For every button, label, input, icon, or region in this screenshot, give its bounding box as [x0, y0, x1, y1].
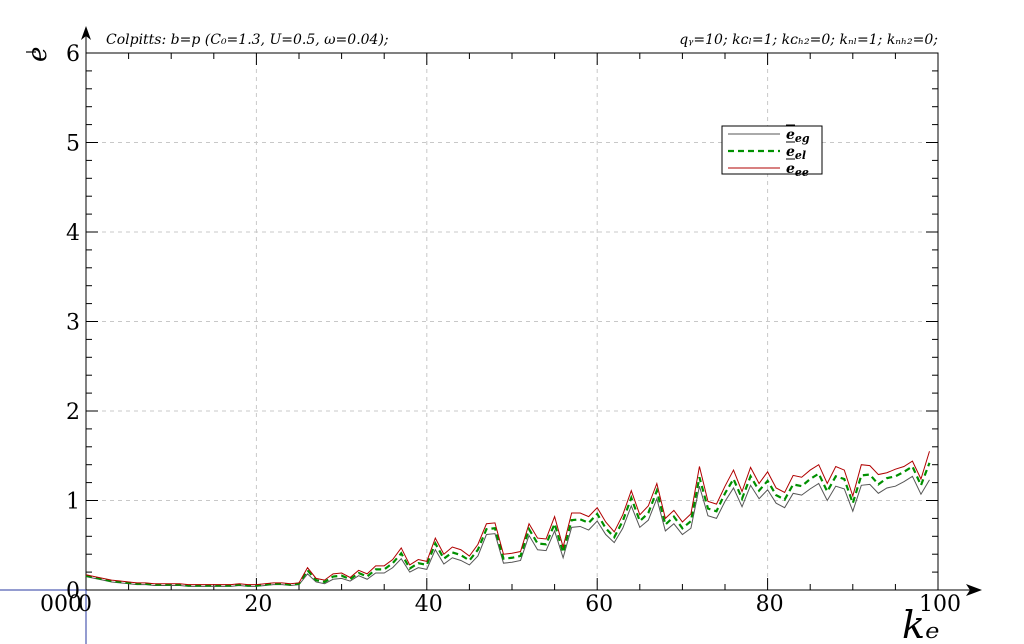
x-axis-arrow — [938, 584, 982, 596]
x-tick-label-80: 80 — [756, 592, 784, 617]
legend-label-e_ee: eee — [786, 161, 809, 179]
series-lines — [85, 451, 931, 587]
legend-label-e_eg: eeg — [786, 127, 810, 145]
x-tick-label-100: 100 — [919, 592, 961, 617]
y-tick-label-4: 4 — [66, 221, 80, 246]
y-axis-arrow — [81, 26, 91, 53]
x-origin-extra-label: 000 — [40, 592, 82, 617]
x-tick-label-60: 60 — [585, 592, 613, 617]
minor-ticks — [85, 52, 939, 591]
plot-frame — [85, 52, 939, 591]
svg-text:e: e — [23, 47, 53, 62]
y-tick-label-3: 3 — [66, 311, 80, 336]
y-tick-label-2: 2 — [66, 400, 80, 425]
x-tick-labels: 0 20 40 60 80 100 — [78, 592, 961, 617]
chart-title-left: Colpitts: b=p (C₀=1.3, U=0.5, ω=0.04); — [106, 32, 389, 48]
x-tick-label-40: 40 — [415, 592, 443, 617]
y-tick-label-5: 5 — [66, 132, 80, 157]
series-line-e_ee — [85, 451, 930, 586]
legend-label-e_el: eel — [786, 144, 806, 162]
y-tick-label-1: 1 — [66, 490, 80, 515]
x-tick-label-20: 20 — [244, 592, 272, 617]
y-tick-label-6: 6 — [66, 42, 80, 67]
x-tick-label-0: 0 — [78, 592, 92, 617]
y-tick-labels: 0 1 2 3 4 5 6 — [66, 42, 80, 604]
series-line-e_el — [85, 462, 931, 587]
y-axis-title: e — [23, 47, 53, 62]
x-axis-title: kₑ — [902, 603, 940, 644]
y-tick-label-0: 0 — [66, 579, 80, 604]
chart-title-right: qᵧ=10; kᴄₗ=1; kᴄₕ₂=0; kₙₗ=1; kₙₕ₂=0; — [679, 32, 938, 48]
